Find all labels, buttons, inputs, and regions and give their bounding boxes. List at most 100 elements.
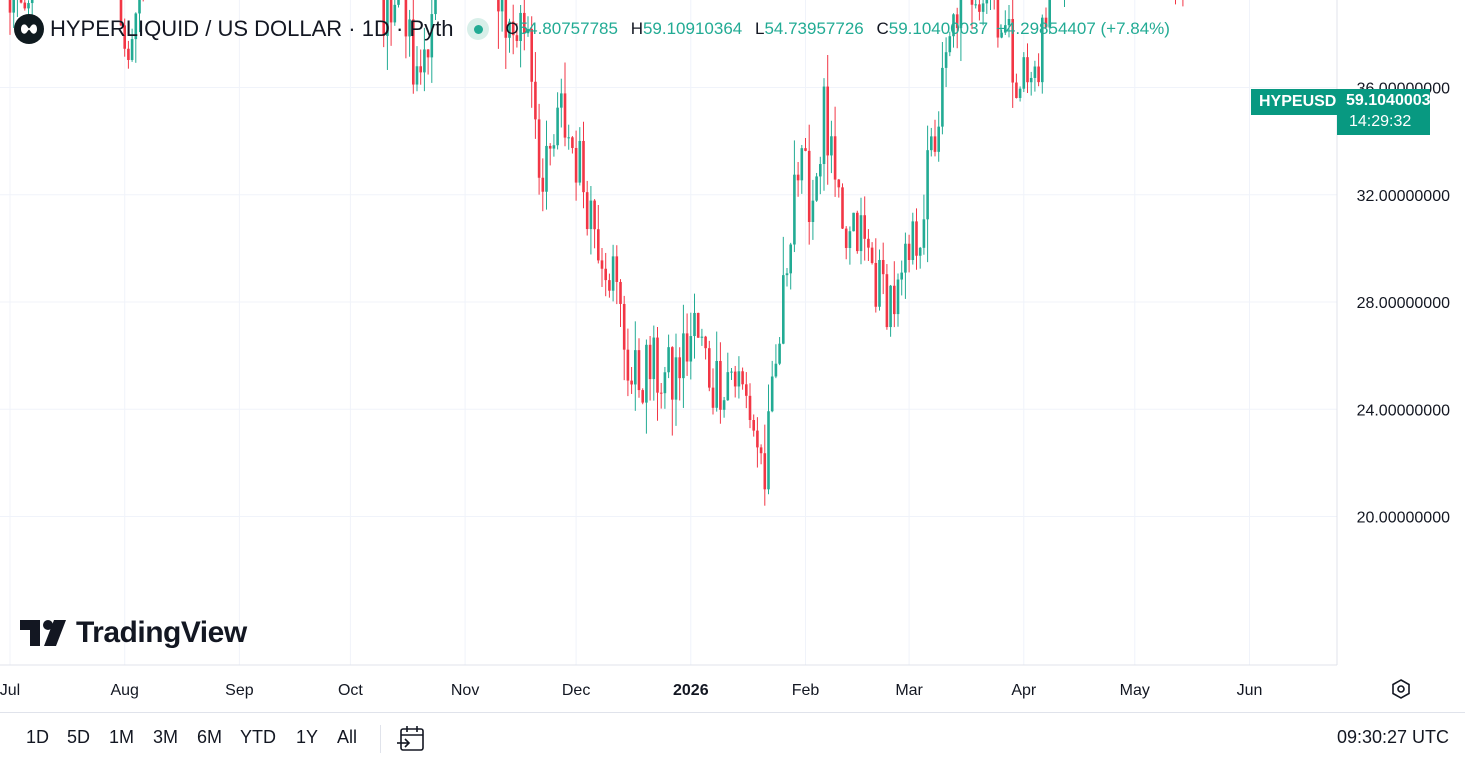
- candle-body: [619, 281, 622, 304]
- candle-up: [1004, 10, 1007, 35]
- chart-grid: [0, 0, 1337, 665]
- range-button-1d[interactable]: 1D: [26, 727, 50, 747]
- candle-up: [815, 172, 818, 202]
- candle-up: [770, 360, 774, 413]
- candle-body: [815, 176, 818, 201]
- close-value: 59.10400037: [888, 19, 989, 38]
- symbol-title[interactable]: HYPERLIQUID / US DOLLAR · 1D · Pyth: [50, 16, 454, 41]
- candle-down: [619, 279, 622, 327]
- candle-body: [637, 350, 641, 391]
- time-tick-label: Oct: [338, 682, 363, 699]
- candle-down: [804, 138, 807, 152]
- candle-up: [974, 0, 977, 9]
- range-button-3m[interactable]: 3M: [153, 727, 179, 747]
- range-button-1m[interactable]: 1M: [109, 727, 135, 747]
- range-button-all[interactable]: All: [337, 727, 358, 747]
- candle-up: [930, 127, 933, 157]
- candle-up: [1048, 0, 1051, 34]
- candle-body: [700, 336, 704, 338]
- candle-down: [1015, 73, 1018, 99]
- candle-body: [19, 0, 23, 3]
- candle-up: [1033, 60, 1037, 92]
- candle-body: [641, 390, 644, 403]
- low-value: 54.73957726: [764, 19, 864, 38]
- time-axis[interactable]: Jul Aug Sep Oct Nov Dec 2026 Feb Mar Apr May Jun: [0, 664, 1410, 699]
- candle-up: [508, 18, 511, 53]
- ohlc-readout: O54.80757785 H59.10910364 L54.73957726 C…: [505, 19, 996, 39]
- time-tick-label: Jun: [1237, 682, 1263, 699]
- candle-body: [685, 333, 689, 362]
- time-tick-label: Dec: [562, 682, 590, 699]
- candle-body: [519, 12, 522, 42]
- candle-up: [948, 31, 952, 57]
- candle-up: [726, 352, 730, 401]
- candle-down: [759, 444, 763, 465]
- candle-body: [497, 0, 500, 12]
- range-button-6m[interactable]: 6M: [197, 727, 223, 747]
- candle-up: [822, 78, 826, 191]
- range-button-1y[interactable]: 1Y: [296, 727, 319, 747]
- candle-body: [500, 0, 504, 12]
- price-chart[interactable]: 20.00000000 24.00000000 28.00000000 32.0000…: [0, 0, 1465, 712]
- candle-body: [556, 107, 559, 146]
- candle-down: [582, 121, 585, 209]
- candle-body: [996, 0, 1000, 38]
- candle-body: [915, 221, 918, 256]
- candle-body: [682, 333, 685, 379]
- candle-down: [756, 417, 759, 468]
- candle-body: [841, 187, 844, 229]
- candle-body: [626, 349, 630, 381]
- auto-scale-settings-icon[interactable]: [1392, 679, 1410, 699]
- candle-body: [907, 243, 911, 260]
- range-button-ytd[interactable]: YTD: [240, 727, 276, 747]
- candle-body: [896, 279, 900, 315]
- utc-clock[interactable]: 09:30:27 UTC: [1336, 727, 1449, 747]
- candle-up: [819, 156, 822, 195]
- candle-body: [804, 148, 807, 151]
- candle-body: [985, 0, 989, 4]
- candle-down: [608, 273, 611, 298]
- candle-up: [634, 321, 637, 411]
- candle-down: [867, 229, 870, 261]
- candle-body: [604, 268, 607, 281]
- candle-up: [889, 284, 892, 337]
- candle-body: [1000, 32, 1003, 38]
- candle-body: [130, 39, 134, 60]
- low-label: L: [754, 19, 765, 38]
- market-status-icon[interactable]: [467, 18, 490, 40]
- candle-up: [793, 140, 796, 253]
- time-tick-label: Apr: [1011, 682, 1037, 699]
- candle-down: [841, 183, 844, 230]
- candle-body: [404, 0, 408, 37]
- calendar-goto-icon[interactable]: [396, 725, 426, 753]
- candle-body: [656, 337, 659, 393]
- candle-up: [859, 197, 863, 265]
- time-tick-label: Nov: [451, 682, 479, 699]
- candle-up: [715, 331, 718, 412]
- candle-down: [796, 161, 800, 197]
- time-tick-label: 2026: [673, 682, 709, 699]
- candle-body: [752, 420, 755, 431]
- change-value: +4.29854407 (+7.84%): [996, 19, 1170, 38]
- candle-body: [874, 262, 878, 307]
- candle-up: [519, 4, 522, 68]
- candle-body: [430, 14, 434, 58]
- range-button-5d[interactable]: 5D: [67, 727, 91, 747]
- candle-up: [12, 0, 15, 29]
- candle-down: [970, 0, 974, 30]
- candle-down: [826, 55, 829, 185]
- candle-up: [852, 212, 855, 232]
- hyperliquid-logo-icon[interactable]: [14, 14, 44, 44]
- candle-body: [696, 312, 700, 338]
- candle-up: [500, 0, 504, 32]
- candle-body: [511, 21, 515, 36]
- candle-down: [119, 0, 123, 27]
- symbol-price-tag: HYPEUSD: [1251, 89, 1345, 115]
- high-value: 59.10910364: [642, 19, 743, 38]
- candle-body: [1011, 19, 1014, 83]
- candle-up: [674, 333, 678, 426]
- candle-body: [719, 360, 722, 410]
- price-tick-label: 20.00000000: [1357, 510, 1451, 527]
- candle-body: [552, 145, 556, 149]
- candle-body: [560, 93, 563, 108]
